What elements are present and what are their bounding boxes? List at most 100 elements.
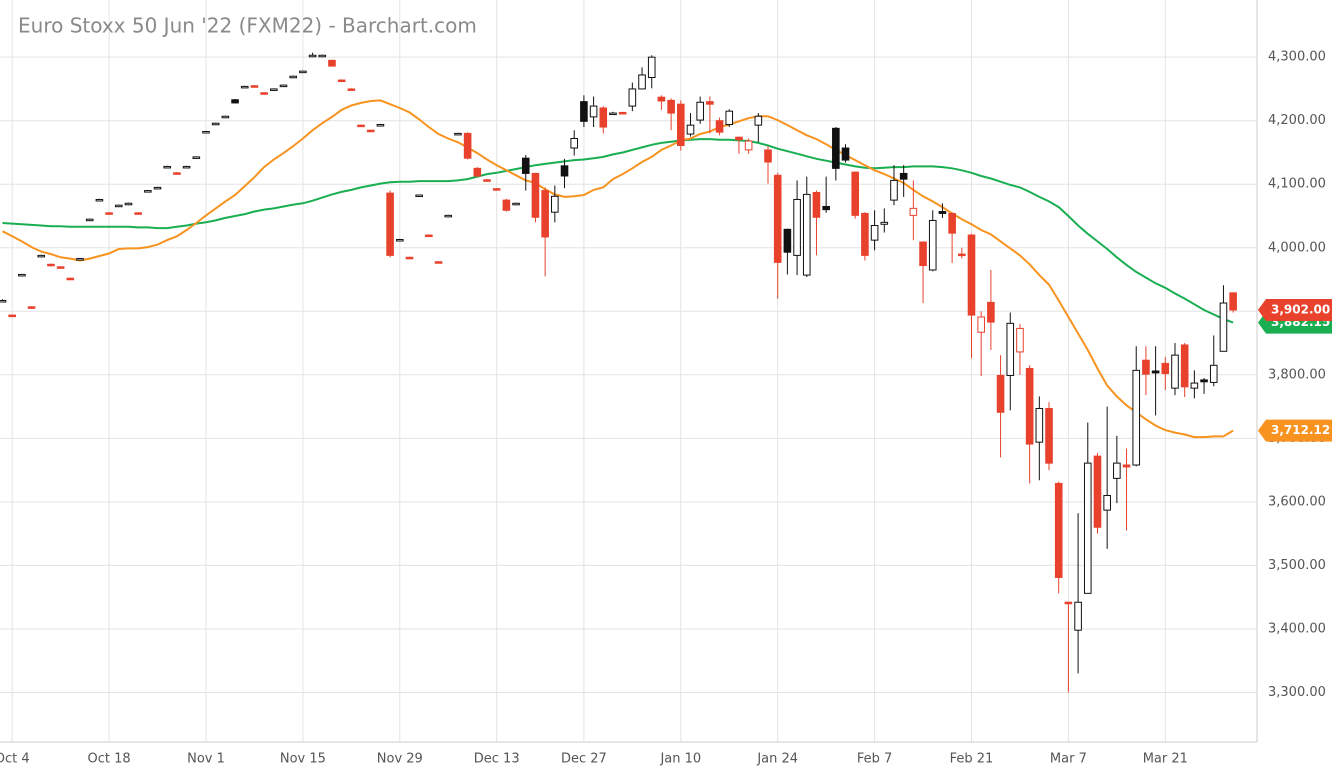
candle-body [560,165,569,177]
y-tick-label: 4,100.00 [1268,177,1326,192]
candle-body [870,225,879,241]
candle-body [599,107,608,128]
candle-body [618,111,627,115]
candle-body [153,186,162,190]
candle-body [144,190,152,193]
price-tag [1258,299,1332,322]
candle-body [1054,482,1063,578]
candle-body [928,219,937,271]
candle-body [434,261,443,264]
price-tag [1258,419,1332,442]
candle-body [18,273,26,277]
candle-body [1180,344,1189,388]
candle-body [1200,379,1208,383]
candle-body [706,101,714,105]
candle-body [977,316,985,333]
candle-body [1006,322,1015,376]
candle-body [308,54,317,58]
candle-body [783,228,792,253]
candle-body [473,167,482,177]
y-tick-label: 4,000.00 [1268,240,1326,255]
candle-body [647,56,656,79]
candle-body [211,122,220,126]
candle-body [425,234,433,238]
x-tick-label: Mar 7 [1050,752,1087,767]
candle-body [1190,382,1199,389]
candle-body [1142,359,1150,375]
candle-body [231,99,239,104]
candle-body [260,92,268,95]
candle-body [657,96,666,102]
candle-body [0,299,7,303]
candle-body [163,165,172,169]
candle-body [347,88,356,91]
candle-body [512,202,520,206]
candle-body [822,205,830,211]
candle-body [1229,292,1237,311]
candle-body [405,256,414,260]
candle-body [502,199,511,211]
candle-body [173,172,181,175]
candle-body [463,132,472,159]
y-tick-label: 3,400.00 [1268,621,1326,636]
x-tick-label: Feb 21 [950,752,994,767]
candle-body [880,221,889,225]
y-tick-label: 3,500.00 [1268,558,1326,573]
candle-body [832,127,840,169]
candle-body [696,101,704,121]
x-tick-label: Dec 13 [474,752,520,767]
candle-body [182,165,191,169]
chart-title: Euro Stoxx 50 Jun '22 (FXM22) - Barchart… [18,14,477,38]
candle-body [938,211,947,214]
candle-body [686,124,695,135]
candle-body [1161,362,1170,375]
candle-body [1151,370,1160,374]
candle-body [270,88,278,91]
candle-body [909,207,918,216]
candle-body [735,136,743,141]
y-tick-label: 3,300.00 [1268,685,1326,700]
candle-body [1074,601,1082,631]
candle-body [967,234,976,316]
candle-body [134,212,142,215]
candle-body [754,115,763,126]
candle-body [376,124,385,127]
candle-body [289,75,297,79]
candle-body [1093,455,1102,528]
candle-body [987,301,995,323]
x-tick-label: Nov 15 [280,752,326,767]
candle-body [357,124,365,128]
candle-body [1045,407,1053,464]
candle-body [628,88,637,107]
candle-body [531,172,540,218]
candle-body [890,179,898,201]
candle-body [337,79,346,83]
candle-body [250,85,259,88]
candle-body [715,120,724,133]
x-tick-label: Oct 4 [0,752,30,767]
candle-body [764,149,772,163]
candle-body [66,277,75,281]
candle-body [492,188,501,191]
candle-body [948,212,956,234]
candle-body [114,204,123,208]
moving-average [2,138,1234,324]
x-tick-label: Nov 29 [377,752,423,767]
candle-body [76,258,84,261]
price-tag-label: 3,902.00 [1271,303,1330,317]
candle-body [444,214,453,218]
candle-body [793,198,801,256]
candle-body [744,140,753,151]
candle-body [124,202,133,206]
candle-body [609,112,617,116]
candle-body [1035,407,1044,443]
candle-body [1025,367,1034,445]
candle-body [240,85,249,89]
candle-body [56,266,65,269]
candle-body [415,194,423,198]
candle-body [85,218,94,222]
candle-body [37,254,46,258]
candle-body [395,238,404,242]
y-tick-label: 4,200.00 [1268,113,1326,128]
x-tick-label: Feb 7 [857,752,892,767]
